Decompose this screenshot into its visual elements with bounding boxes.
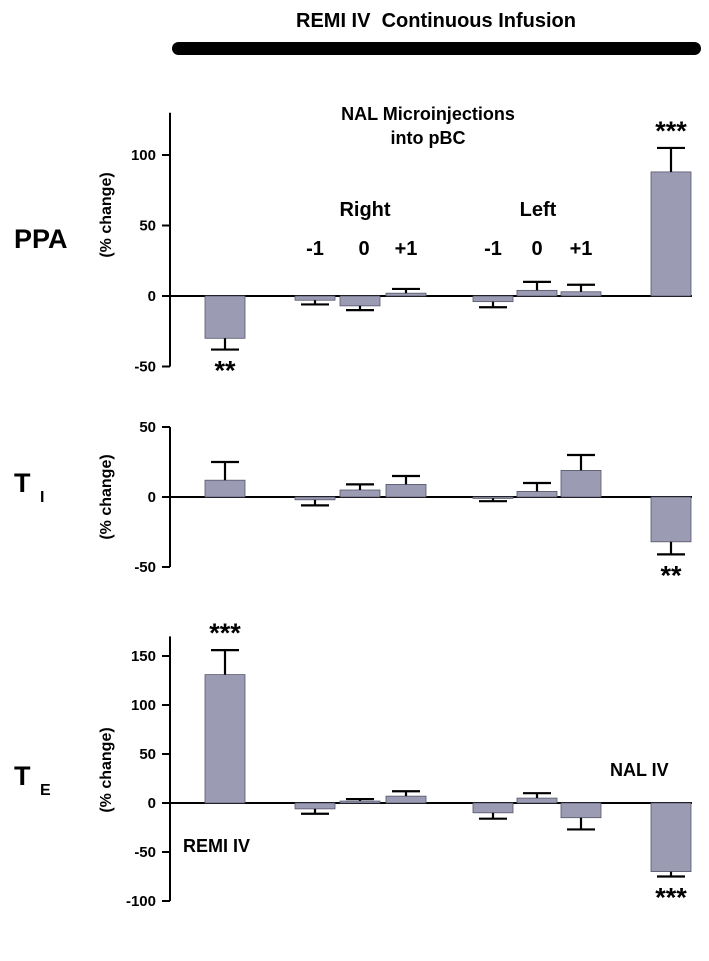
position-label: +1	[395, 238, 418, 260]
y-tick-label: 0	[148, 795, 156, 812]
y-tick-label: 50	[139, 419, 156, 436]
bar-7	[560, 802, 602, 819]
y-tick-label: 150	[131, 648, 156, 665]
chart-title-line: into pBC	[391, 128, 466, 148]
panel-label: T	[14, 468, 31, 498]
bar-3	[339, 295, 381, 307]
bar-3	[339, 800, 381, 804]
group-label: Right	[339, 199, 390, 221]
bar-2	[294, 802, 336, 810]
bar-4	[385, 292, 427, 297]
significance-marker: ***	[209, 618, 241, 648]
y-tick-label: 0	[148, 288, 156, 305]
panel-label: T	[14, 761, 31, 791]
y-tick-label: 50	[139, 746, 156, 763]
y-axis-label: (% change)	[98, 172, 115, 257]
bar-6	[516, 289, 558, 297]
bar-1	[204, 674, 246, 804]
infusion-bar	[172, 42, 701, 55]
panel-sublabel: I	[40, 489, 44, 506]
bar-7	[560, 469, 602, 498]
significance-marker: ***	[655, 883, 687, 913]
significance-marker: **	[660, 560, 682, 590]
bar-8	[650, 802, 692, 872]
bar-1	[204, 295, 246, 339]
bar-2	[294, 496, 336, 501]
y-axis-label: (% change)	[98, 727, 115, 812]
position-label: 0	[531, 238, 542, 260]
y-tick-label: -50	[134, 844, 156, 861]
nal-iv-label: NAL IV	[610, 760, 669, 780]
y-axis-label: (% change)	[98, 454, 115, 539]
banner-title: REMI IV Continuous Infusion	[296, 10, 576, 32]
remi-iv-label: REMI IV	[183, 836, 250, 856]
group-label: Left	[520, 199, 557, 221]
bar-4	[385, 483, 427, 498]
bar-6	[516, 490, 558, 498]
panel-2: -50 0 50 (% change) T I **	[14, 419, 692, 590]
bar-1	[204, 479, 246, 498]
bar-5	[472, 802, 514, 814]
y-tick-label: 0	[148, 489, 156, 506]
bar-4	[385, 795, 427, 804]
bar-8	[650, 496, 692, 543]
bar-8	[650, 171, 692, 297]
y-tick-label: -50	[134, 559, 156, 576]
position-label: +1	[570, 238, 593, 260]
bar-3	[339, 489, 381, 498]
panel-3: -100 -50 0 50 100 150 (% change) T E *** *** REMI I…	[14, 618, 692, 913]
significance-marker: **	[214, 356, 236, 386]
bar-5	[472, 295, 514, 303]
panel-label: PPA	[14, 224, 68, 254]
chart-title-line: NAL Microinjections	[341, 104, 515, 124]
position-label: 0	[358, 238, 369, 260]
y-tick-label: 100	[131, 697, 156, 714]
y-tick-label: -50	[134, 359, 156, 376]
bar-2	[294, 295, 336, 301]
panel-sublabel: E	[40, 782, 51, 799]
y-tick-label: -100	[126, 893, 156, 910]
significance-marker: ***	[655, 116, 687, 146]
y-tick-label: 100	[131, 147, 156, 164]
y-tick-label: 50	[139, 218, 156, 235]
bar-7	[560, 291, 602, 297]
position-label: -1	[306, 238, 324, 260]
bar-6	[516, 797, 558, 804]
position-label: -1	[484, 238, 502, 260]
bar-5	[472, 496, 514, 499]
